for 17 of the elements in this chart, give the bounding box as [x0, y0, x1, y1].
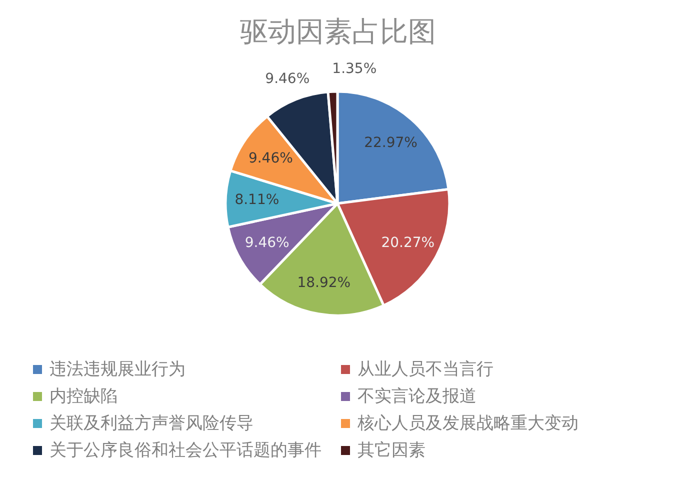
- chart-title: 驱动因素占比图: [240, 15, 436, 48]
- data-label: 20.27%: [381, 234, 435, 251]
- data-label: 22.97%: [364, 134, 418, 151]
- data-label: 9.46%: [265, 70, 310, 87]
- legend-label: 关联及利益方声誉风险传导: [50, 414, 254, 434]
- legend-label: 关于公序良俗和社会公平话题的事件: [50, 440, 322, 460]
- legend-label: 核心人员及发展战略重大变动: [356, 414, 578, 434]
- legend-label: 不实言论及报道: [358, 386, 476, 406]
- legend-label: 其它因素: [358, 440, 426, 460]
- data-label: 18.92%: [297, 274, 351, 291]
- legend-label: 违法违规展业行为: [50, 360, 186, 380]
- data-label: 1.35%: [332, 61, 377, 78]
- data-label: 8.11%: [234, 192, 280, 208]
- legend-label: 内控缺陷: [50, 386, 118, 406]
- data-label: 9.46%: [248, 150, 293, 166]
- data-label: 9.46%: [244, 234, 290, 251]
- legend-label: 从业人员不当言行: [358, 360, 494, 380]
